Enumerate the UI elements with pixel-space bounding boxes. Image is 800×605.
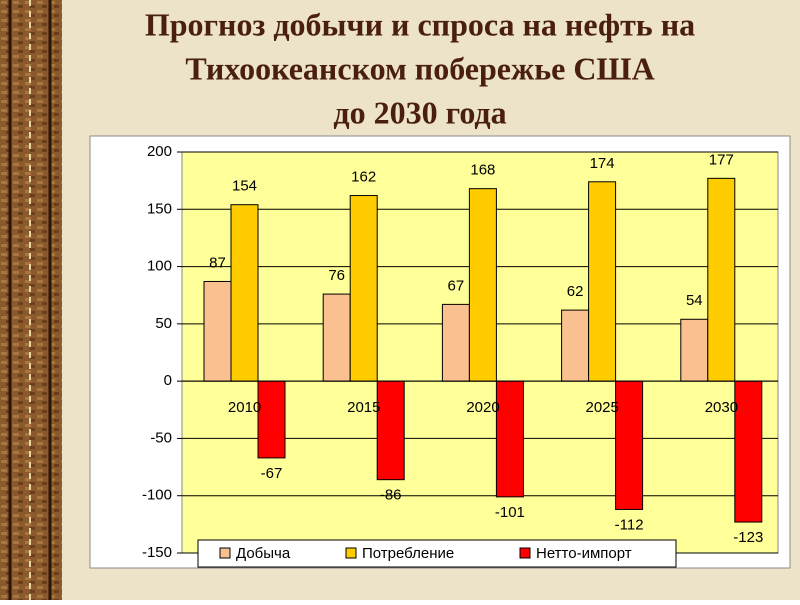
bar bbox=[734, 380, 763, 523]
y-tick-label: 150 bbox=[147, 200, 172, 217]
title: Прогноз добычи и спроса на нефть на bbox=[145, 6, 695, 42]
bar bbox=[615, 380, 644, 510]
value-label: 177 bbox=[709, 151, 734, 168]
bar bbox=[349, 195, 378, 382]
y-tick-label: 100 bbox=[147, 258, 172, 275]
y-tick-label: 50 bbox=[155, 315, 172, 332]
title: Тихоокеанском побережье США bbox=[185, 50, 654, 86]
value-label: 174 bbox=[590, 155, 615, 172]
bar bbox=[495, 380, 524, 498]
x-tick-label: 2030 bbox=[705, 399, 738, 416]
value-label: -67 bbox=[261, 465, 283, 482]
legend-swatch bbox=[219, 547, 231, 559]
x-tick-label: 2020 bbox=[466, 399, 499, 416]
legend bbox=[197, 539, 677, 568]
y-tick-label: -150 bbox=[142, 544, 172, 561]
value-label: 76 bbox=[328, 267, 345, 284]
bar bbox=[257, 380, 286, 459]
bar bbox=[441, 303, 470, 382]
bar bbox=[680, 318, 709, 382]
bar bbox=[230, 204, 259, 382]
bar bbox=[203, 280, 232, 382]
y-tick-label: -100 bbox=[142, 487, 172, 504]
value-label: -123 bbox=[733, 529, 763, 546]
bar bbox=[707, 177, 736, 382]
bar bbox=[468, 188, 497, 382]
value-label: -86 bbox=[380, 487, 402, 504]
bar bbox=[322, 293, 351, 382]
bar bbox=[588, 181, 617, 382]
x-tick-label: 2015 bbox=[347, 399, 380, 416]
legend-label: Потребление bbox=[362, 545, 454, 562]
value-label: 162 bbox=[351, 169, 376, 186]
value-label: 62 bbox=[567, 283, 584, 300]
legend-swatch bbox=[519, 547, 531, 559]
legend-swatch bbox=[345, 547, 357, 559]
value-label: 54 bbox=[686, 292, 703, 309]
y-tick-label: 0 bbox=[164, 372, 172, 389]
value-label: 87 bbox=[209, 254, 226, 271]
x-tick-label: 2010 bbox=[228, 399, 261, 416]
value-label: 168 bbox=[470, 162, 495, 179]
value-label: -101 bbox=[495, 504, 525, 521]
value-label: 154 bbox=[232, 178, 257, 195]
legend-label: Добыча bbox=[236, 545, 291, 562]
value-label: -112 bbox=[615, 516, 644, 533]
bar bbox=[561, 309, 590, 382]
y-tick-label: 200 bbox=[147, 143, 172, 160]
title: до 2030 года bbox=[333, 94, 506, 130]
legend-label: Нетто-импорт bbox=[536, 545, 632, 562]
bar bbox=[376, 380, 405, 481]
y-tick-label: -50 bbox=[150, 429, 172, 446]
value-label: 67 bbox=[448, 277, 465, 294]
x-tick-label: 2025 bbox=[586, 399, 619, 416]
